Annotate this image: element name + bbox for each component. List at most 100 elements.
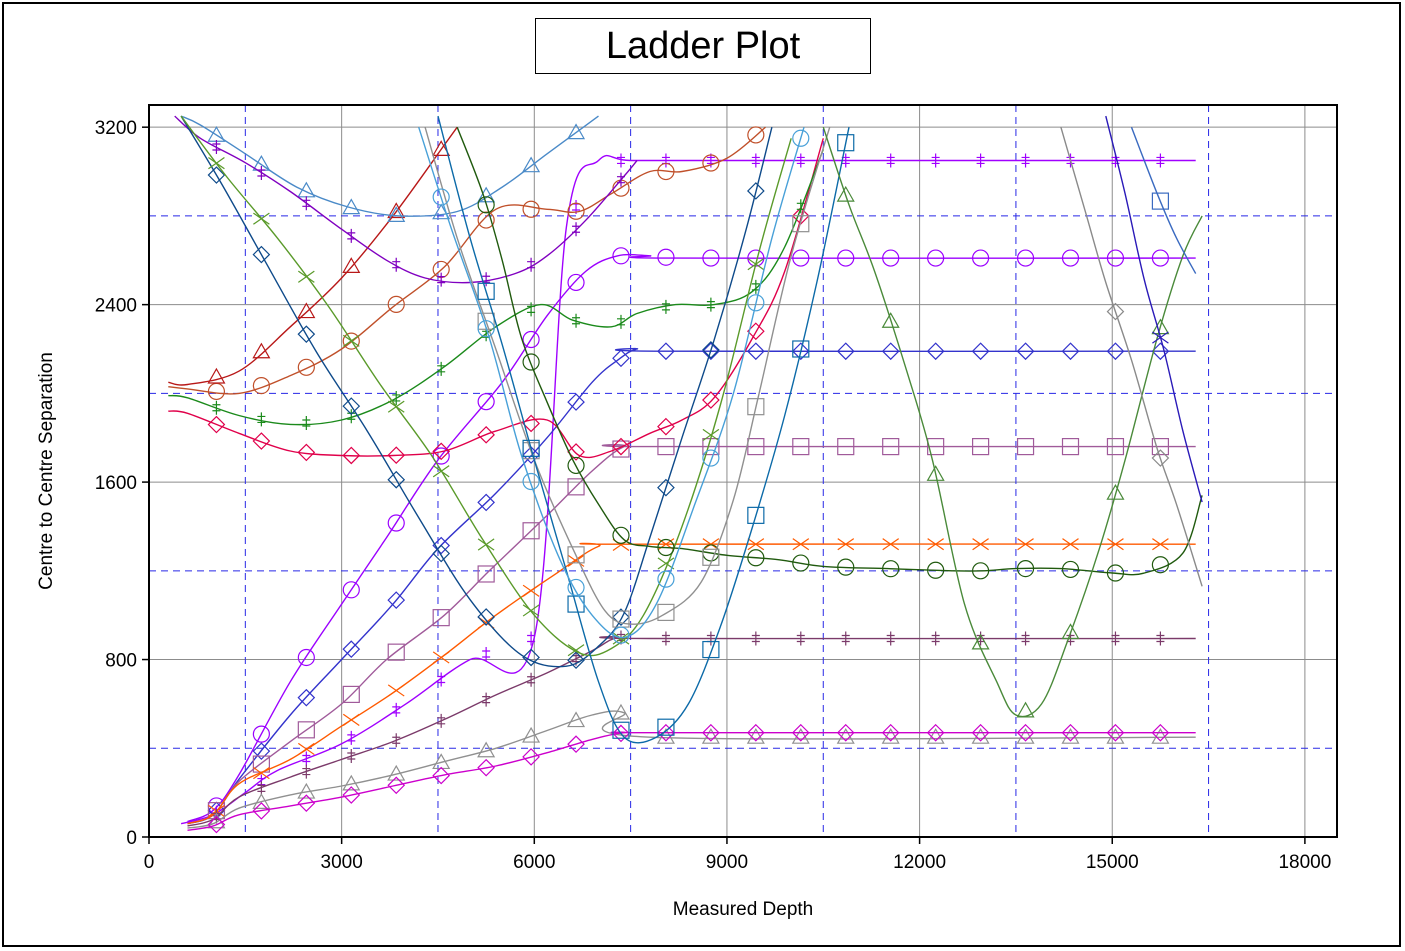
series-line: [180, 154, 1196, 825]
series-point: [437, 672, 446, 687]
series-point: [1016, 438, 1035, 456]
series-point: [746, 182, 765, 200]
series-point: [567, 644, 585, 657]
series-point: [616, 153, 625, 168]
series-point: [881, 723, 900, 742]
series-point: [437, 713, 446, 728]
series-point: [572, 222, 581, 237]
series-point: [882, 560, 900, 578]
series-point: [522, 446, 540, 464]
series-point: [252, 377, 270, 395]
series-point: [796, 153, 805, 168]
series-point: [437, 361, 446, 376]
series-point: [747, 506, 765, 524]
series-point: [387, 776, 406, 795]
y-tick-label: 1600: [95, 473, 137, 494]
series-point: [297, 721, 315, 739]
series-group: [180, 115, 773, 670]
series-point: [657, 723, 675, 742]
series-line: [168, 126, 766, 395]
series-point: [387, 764, 406, 781]
series-point: [1016, 249, 1035, 267]
y-tick-label: 2400: [95, 296, 137, 317]
series-line: [174, 115, 638, 284]
series-point: [432, 188, 450, 206]
series-point: [432, 465, 450, 478]
series-point: [792, 215, 810, 233]
series-point: [387, 591, 406, 609]
series-group: [187, 723, 1196, 834]
series-point: [971, 438, 990, 456]
series-point: [297, 742, 315, 756]
series-point: [527, 672, 536, 687]
series-line: [822, 126, 1203, 718]
series-point: [387, 643, 405, 661]
series-point: [746, 723, 765, 742]
series-point: [1062, 538, 1079, 551]
series-point: [522, 200, 540, 218]
series-group: [418, 126, 810, 644]
x-tick-label: 12000: [893, 852, 946, 873]
series-point: [1061, 342, 1080, 361]
series-point: [886, 631, 895, 646]
series-point: [522, 330, 540, 349]
series-point: [1016, 559, 1035, 578]
series-point: [527, 302, 536, 317]
series-group: [187, 438, 1196, 825]
x-tick-label: 0: [144, 852, 155, 873]
series-point: [342, 774, 361, 791]
axis-ticks: 0 3000 6000 9000 12000 15000 18000 0 800 1600 2400…: [95, 118, 1332, 873]
series-point: [437, 272, 446, 287]
series-point: [657, 538, 675, 557]
x-tick-label: 9000: [706, 852, 748, 873]
series-point: [252, 793, 271, 809]
series-point: [253, 212, 270, 225]
series-point: [837, 134, 855, 152]
series-point: [1106, 723, 1125, 742]
series-group: [424, 126, 831, 628]
series-point: [302, 764, 311, 779]
series-point: [792, 340, 810, 358]
series-point: [747, 294, 765, 312]
series-point: [971, 633, 990, 650]
x-tick-label: 6000: [513, 852, 555, 873]
series-point: [477, 741, 496, 758]
series-point: [657, 478, 675, 497]
series-point: [387, 470, 406, 489]
series-point: [612, 349, 630, 368]
series-point: [522, 439, 540, 457]
series-point: [747, 398, 765, 416]
series-point: [567, 202, 585, 220]
series-point: [657, 603, 675, 622]
series-point: [212, 400, 221, 415]
series-line: [168, 149, 824, 426]
series-point: [792, 249, 810, 267]
series-point: [432, 536, 451, 555]
series-point: [567, 478, 585, 496]
series-point: [207, 815, 226, 834]
series-point: [527, 631, 536, 646]
series-group: [187, 342, 1196, 825]
series-point: [477, 320, 495, 338]
series-layer: [168, 115, 1203, 834]
series-point: [252, 802, 271, 820]
series-point: [252, 432, 271, 450]
series-point: [792, 554, 810, 572]
series-point: [342, 334, 360, 347]
series-point: [387, 400, 405, 413]
series-line: [180, 115, 792, 657]
series-point: [522, 584, 540, 597]
series-point: [567, 651, 585, 670]
series-point: [257, 165, 266, 180]
series-point: [1151, 556, 1170, 574]
series-point: [432, 609, 450, 627]
series-point: [837, 558, 855, 576]
series-point: [616, 172, 625, 187]
series-point: [702, 249, 720, 267]
series-point: [791, 342, 810, 361]
series-point: [1061, 249, 1080, 267]
series-point: [212, 139, 221, 154]
series-point: [567, 393, 585, 411]
series-point: [796, 199, 805, 214]
